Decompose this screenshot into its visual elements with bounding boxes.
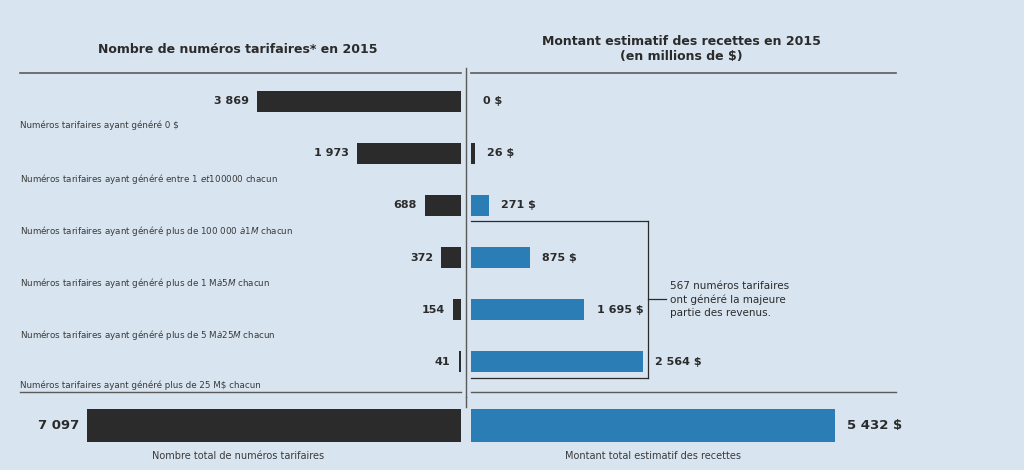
Text: Numéros tarifaires ayant généré entre 1 $ et 100 000 $ chacun: Numéros tarifaires ayant généré entre 1 … bbox=[20, 172, 279, 186]
Text: Nombre total de numéros tarifaires: Nombre total de numéros tarifaires bbox=[152, 451, 325, 461]
Text: 41: 41 bbox=[435, 357, 451, 367]
Bar bbox=[471, 351, 643, 372]
Text: Numéros tarifaires ayant généré 0 $: Numéros tarifaires ayant généré 0 $ bbox=[20, 120, 179, 130]
Text: 271 $: 271 $ bbox=[502, 200, 537, 211]
Text: Nombre de numéros tarifaires* en 2015: Nombre de numéros tarifaires* en 2015 bbox=[98, 43, 378, 56]
Bar bbox=[441, 247, 461, 268]
Bar bbox=[453, 299, 461, 320]
Text: 1 695 $: 1 695 $ bbox=[597, 305, 643, 314]
Text: 7 097: 7 097 bbox=[38, 419, 79, 432]
Text: 0 $: 0 $ bbox=[483, 96, 503, 106]
Bar bbox=[257, 91, 461, 112]
Text: Montant total estimatif des recettes: Montant total estimatif des recettes bbox=[565, 451, 740, 461]
Text: 372: 372 bbox=[410, 252, 433, 263]
Bar bbox=[459, 351, 461, 372]
Text: 1 973: 1 973 bbox=[313, 149, 349, 158]
Text: 875 $: 875 $ bbox=[542, 252, 577, 263]
Text: 2 564 $: 2 564 $ bbox=[655, 357, 701, 367]
Bar bbox=[425, 195, 461, 216]
Text: Numéros tarifaires ayant généré plus de 100 000 $ à 1 M$ chacun: Numéros tarifaires ayant généré plus de … bbox=[20, 224, 294, 238]
Text: 5 432 $: 5 432 $ bbox=[847, 419, 902, 432]
Text: 26 $: 26 $ bbox=[487, 149, 515, 158]
Bar bbox=[471, 299, 585, 320]
Text: Montant estimatif des recettes en 2015
(en millions de $): Montant estimatif des recettes en 2015 (… bbox=[542, 35, 820, 63]
Text: 567 numéros tarifaires
ont généré la majeure
partie des revenus.: 567 numéros tarifaires ont généré la maj… bbox=[671, 281, 790, 318]
Text: 3 869: 3 869 bbox=[214, 96, 249, 106]
Bar bbox=[471, 247, 529, 268]
Bar bbox=[471, 195, 489, 216]
Bar bbox=[87, 409, 461, 442]
Bar bbox=[471, 143, 475, 164]
Text: 154: 154 bbox=[421, 305, 444, 314]
Text: Numéros tarifaires ayant généré plus de 25 M$ chacun: Numéros tarifaires ayant généré plus de … bbox=[20, 381, 261, 390]
Text: Numéros tarifaires ayant généré plus de 1 M$ à 5 M$ chacun: Numéros tarifaires ayant généré plus de … bbox=[20, 276, 270, 290]
Bar bbox=[471, 409, 835, 442]
Text: 688: 688 bbox=[393, 200, 417, 211]
Bar bbox=[357, 143, 461, 164]
Text: Numéros tarifaires ayant généré plus de 5 M$ à 25 M$ chacun: Numéros tarifaires ayant généré plus de … bbox=[20, 329, 276, 343]
